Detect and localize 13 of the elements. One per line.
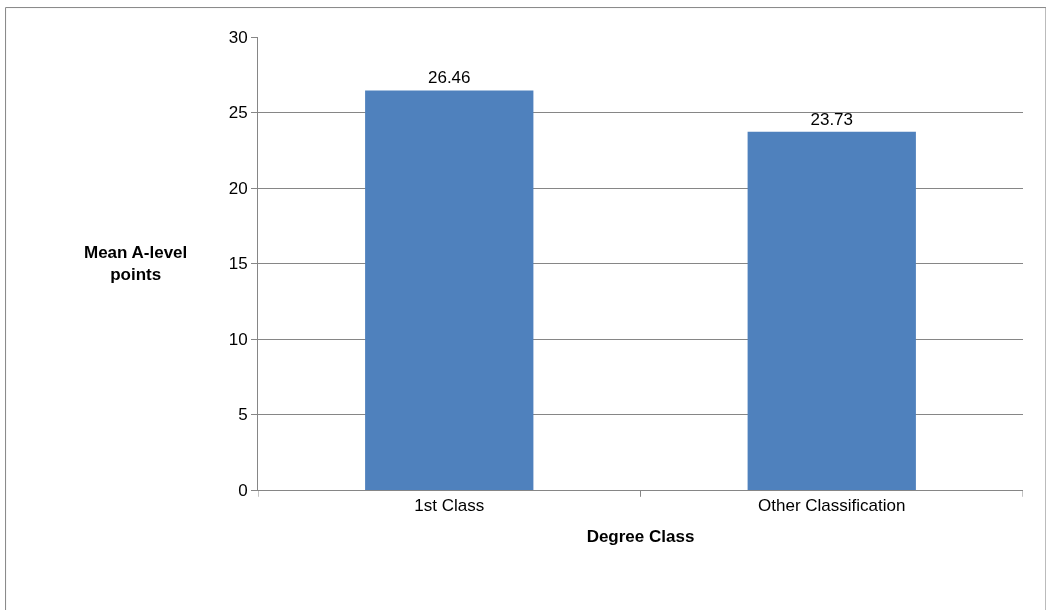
y-tick-label: 30	[228, 27, 248, 47]
data-label: 23.73	[810, 109, 854, 129]
y-tick-label: 20	[228, 178, 248, 198]
data-label: 26.46	[427, 68, 471, 88]
y-axis-title: Mean A-level points	[84, 243, 188, 285]
y-tick-label: 15	[228, 254, 248, 274]
y-tick-label: 5	[238, 405, 248, 425]
y-tick-label: 25	[228, 103, 248, 123]
y-tick-label: 0	[238, 480, 248, 500]
x-tick-label: 1st Class	[414, 496, 485, 516]
x-tick-label: Other Classification	[758, 496, 906, 516]
x-axis-title: Degree Class	[586, 526, 695, 546]
y-tick-label: 10	[228, 329, 248, 349]
